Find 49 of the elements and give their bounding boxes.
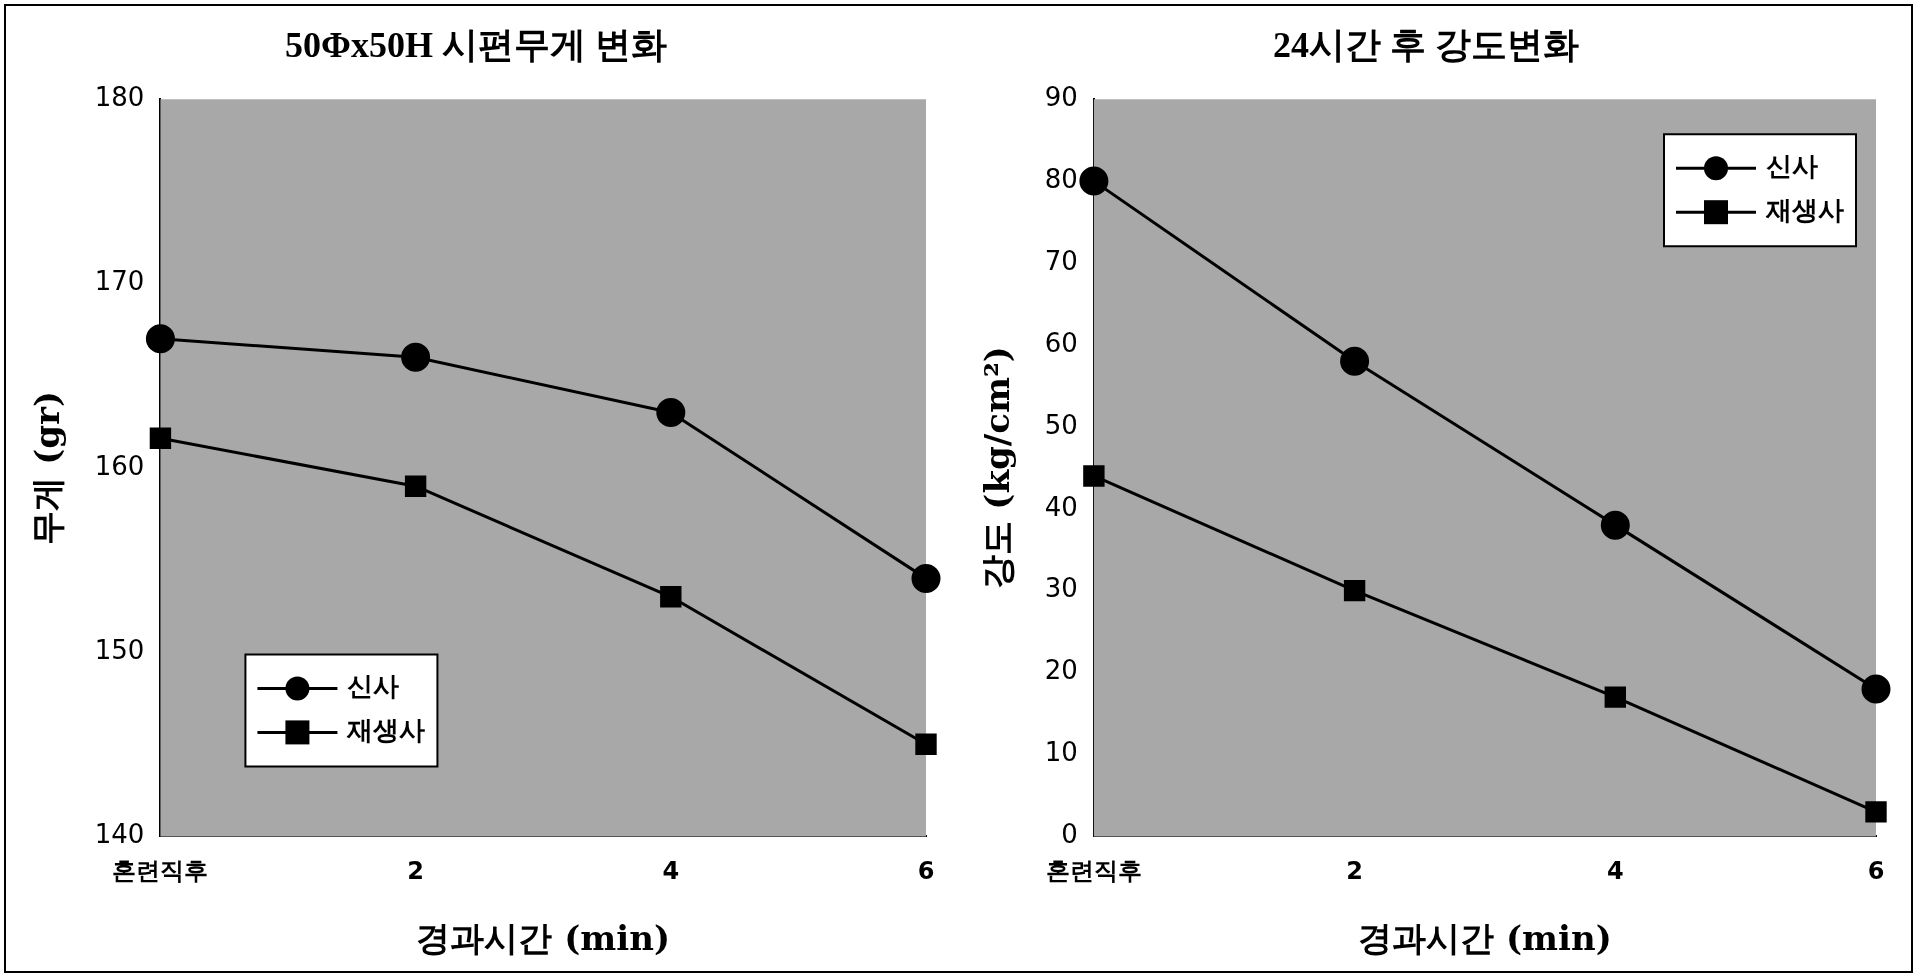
x-tick-label: 4 (1606, 857, 1624, 886)
y-tick-label: 80 (1044, 163, 1078, 194)
x-tick-label: 6 (917, 857, 935, 886)
point (1600, 510, 1630, 540)
point (145, 324, 175, 354)
y-tick-label: 0 (1061, 819, 1078, 850)
y-axis-title: 무게 (gr) (27, 390, 68, 545)
y-tick-label: 140 (94, 819, 145, 850)
point (1079, 166, 1109, 196)
y-tick-label: 150 (94, 634, 145, 665)
legend-label: 신사 (1766, 150, 1818, 181)
point (1865, 801, 1887, 823)
y-tick-label: 40 (1044, 491, 1078, 522)
x-tick-label: 2 (407, 857, 424, 886)
point (660, 586, 682, 608)
x-axis-title: 경과시간 (min) (416, 918, 671, 959)
y-tick-label: 30 (1044, 573, 1078, 604)
x-axis-title: 경과시간 (min) (1358, 918, 1612, 959)
legend-label: 재생사 (346, 715, 426, 746)
y-tick-label: 50 (1044, 409, 1078, 440)
point (1083, 465, 1105, 487)
point (911, 563, 941, 593)
y-tick-label: 20 (1044, 655, 1078, 686)
point (1340, 346, 1370, 376)
x-tick-label: 혼련직후 (1045, 857, 1142, 886)
point (656, 398, 686, 428)
chart-title: 24시간 후 강도변화 (1273, 24, 1579, 65)
x-tick-label: 6 (1867, 857, 1885, 886)
y-tick-label: 170 (94, 266, 145, 297)
legend-label: 재생사 (1765, 194, 1844, 225)
point (149, 427, 172, 449)
y-tick-label: 70 (1044, 245, 1078, 276)
y-tick-label: 160 (94, 450, 145, 481)
point (1604, 686, 1626, 708)
point (1343, 579, 1366, 602)
x-tick-label: 혼련직후 (112, 857, 209, 886)
y-axis-title: 강도 (kg/cm²) (977, 346, 1018, 590)
x-tick-label: 4 (662, 857, 680, 886)
x-tick-label: 2 (1346, 857, 1363, 886)
point (915, 733, 937, 755)
y-tick-label: 90 (1044, 81, 1078, 112)
y-tick-label: 60 (1044, 327, 1078, 358)
y-tick-label: 10 (1044, 737, 1078, 768)
point (1861, 674, 1891, 704)
legend-label: 신사 (347, 671, 400, 702)
y-tick-label: 180 (94, 81, 145, 112)
point (401, 342, 431, 372)
chart-title: 50Φx50H 시편무게 변화 (285, 24, 667, 65)
point (404, 475, 427, 497)
